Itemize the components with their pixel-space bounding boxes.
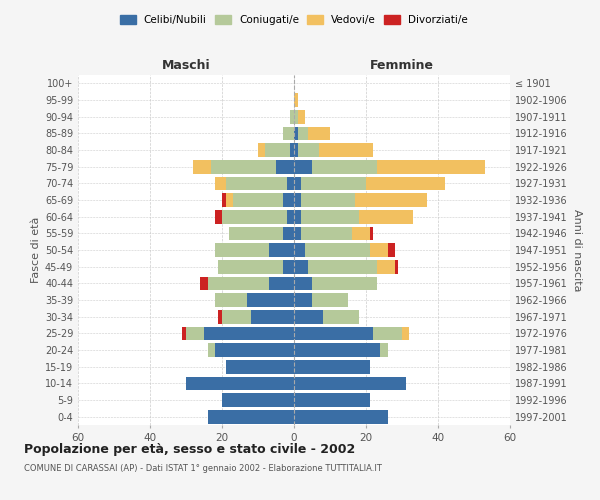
Legend: Celibi/Nubili, Coniugati/e, Vedovi/e, Divorziati/e: Celibi/Nubili, Coniugati/e, Vedovi/e, Di…	[118, 12, 470, 27]
Bar	[301, 226, 352, 240]
Bar	[226, 176, 287, 190]
Bar	[290, 110, 294, 124]
Bar	[294, 93, 298, 107]
Bar	[294, 243, 305, 257]
Bar	[269, 276, 294, 290]
Bar	[308, 260, 377, 274]
Bar	[366, 176, 445, 190]
Bar	[301, 176, 366, 190]
Bar	[290, 143, 294, 157]
Bar	[182, 326, 186, 340]
Bar	[301, 193, 355, 207]
Bar	[269, 243, 294, 257]
Bar	[186, 376, 294, 390]
Bar	[294, 193, 301, 207]
Bar	[294, 176, 301, 190]
Bar	[247, 293, 294, 307]
Bar	[308, 126, 330, 140]
Bar	[370, 226, 373, 240]
Bar	[395, 260, 398, 274]
Bar	[233, 193, 283, 207]
Bar	[211, 160, 276, 173]
Bar	[251, 310, 294, 324]
Bar	[283, 226, 294, 240]
Bar	[355, 193, 427, 207]
Bar	[298, 143, 319, 157]
Bar	[294, 260, 308, 274]
Bar	[215, 343, 294, 357]
Bar	[222, 393, 294, 407]
Bar	[298, 126, 308, 140]
Bar	[283, 260, 294, 274]
Y-axis label: Fasce di età: Fasce di età	[31, 217, 41, 283]
Bar	[294, 276, 312, 290]
Bar	[294, 376, 406, 390]
Bar	[294, 393, 370, 407]
Bar	[370, 243, 388, 257]
Bar	[222, 193, 226, 207]
Bar	[319, 143, 373, 157]
Bar	[305, 243, 370, 257]
Bar	[287, 176, 294, 190]
Bar	[294, 410, 388, 424]
Bar	[226, 193, 233, 207]
Bar	[222, 310, 251, 324]
Bar	[215, 293, 247, 307]
Bar	[301, 210, 359, 224]
Bar	[283, 126, 294, 140]
Bar	[258, 143, 265, 157]
Text: Femmine: Femmine	[370, 58, 434, 71]
Bar	[294, 343, 380, 357]
Bar	[218, 310, 222, 324]
Y-axis label: Anni di nascita: Anni di nascita	[572, 208, 581, 291]
Bar	[388, 243, 395, 257]
Bar	[377, 260, 395, 274]
Bar	[377, 160, 485, 173]
Bar	[380, 343, 388, 357]
Bar	[294, 210, 301, 224]
Bar	[229, 226, 283, 240]
Bar	[294, 160, 312, 173]
Bar	[204, 326, 294, 340]
Bar	[402, 326, 409, 340]
Bar	[215, 243, 269, 257]
Bar	[208, 410, 294, 424]
Bar	[294, 326, 373, 340]
Bar	[312, 160, 377, 173]
Text: Maschi: Maschi	[161, 58, 211, 71]
Bar	[294, 110, 298, 124]
Bar	[218, 260, 283, 274]
Bar	[222, 210, 287, 224]
Bar	[294, 126, 298, 140]
Bar	[352, 226, 370, 240]
Bar	[193, 160, 211, 173]
Bar	[359, 210, 413, 224]
Text: Popolazione per età, sesso e stato civile - 2002: Popolazione per età, sesso e stato civil…	[24, 442, 355, 456]
Bar	[312, 293, 348, 307]
Bar	[215, 176, 226, 190]
Bar	[208, 343, 215, 357]
Bar	[294, 310, 323, 324]
Text: COMUNE DI CARASSAI (AP) - Dati ISTAT 1° gennaio 2002 - Elaborazione TUTTITALIA.I: COMUNE DI CARASSAI (AP) - Dati ISTAT 1° …	[24, 464, 382, 473]
Bar	[294, 143, 298, 157]
Bar	[215, 210, 222, 224]
Bar	[294, 360, 370, 374]
Bar	[294, 226, 301, 240]
Bar	[294, 293, 312, 307]
Bar	[208, 276, 269, 290]
Bar	[323, 310, 359, 324]
Bar	[287, 210, 294, 224]
Bar	[200, 276, 208, 290]
Bar	[373, 326, 402, 340]
Bar	[265, 143, 290, 157]
Bar	[312, 276, 377, 290]
Bar	[186, 326, 204, 340]
Bar	[226, 360, 294, 374]
Bar	[298, 110, 305, 124]
Bar	[276, 160, 294, 173]
Bar	[283, 193, 294, 207]
